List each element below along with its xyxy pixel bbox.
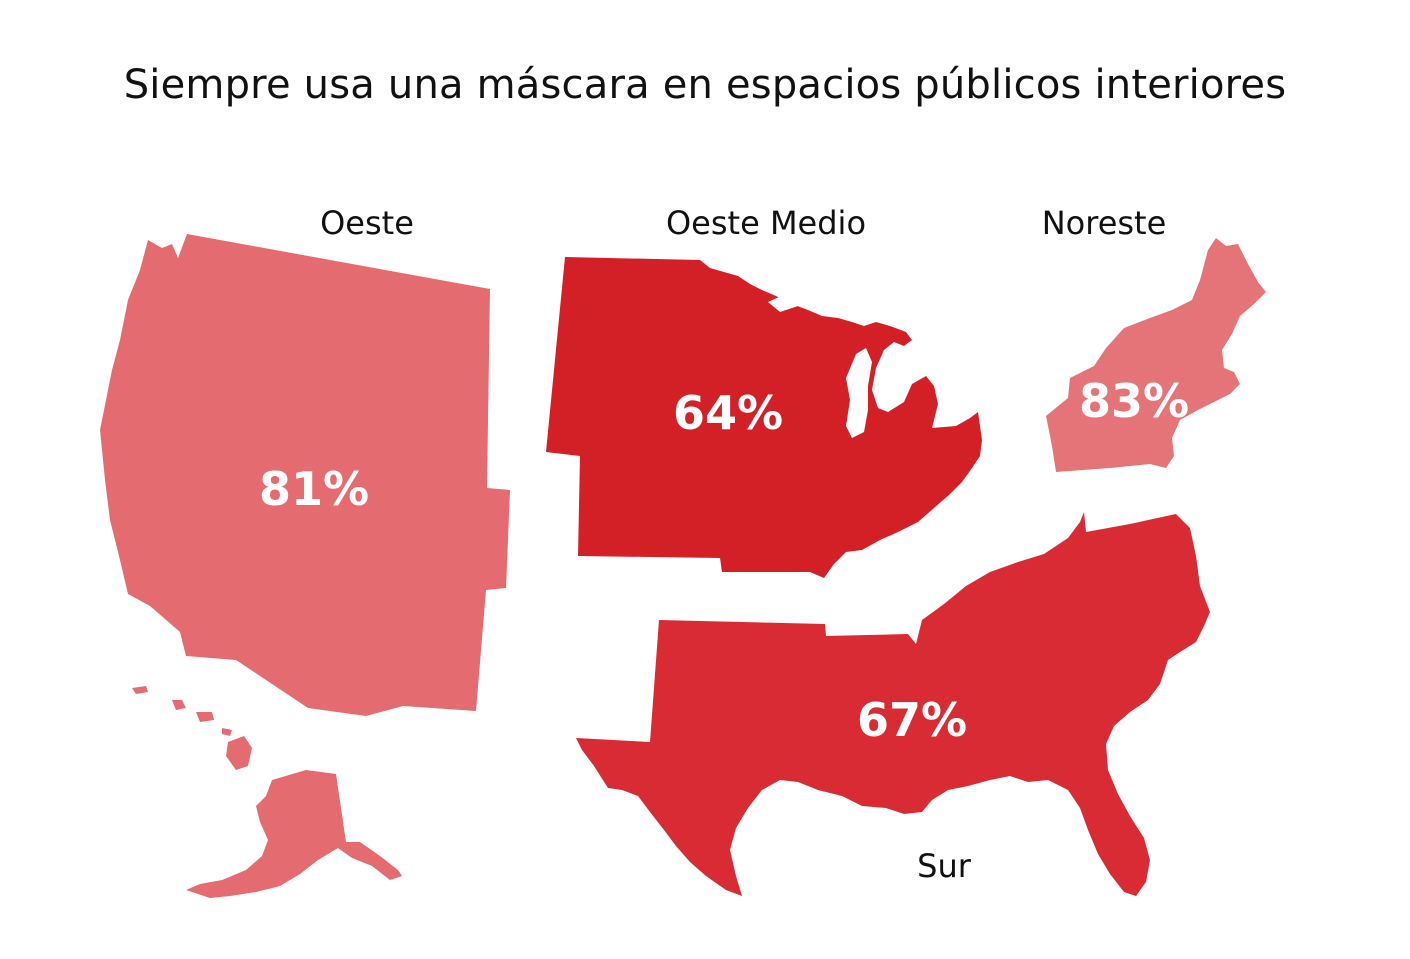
lake-michigan-shape xyxy=(846,348,872,438)
region-northeast: Noreste 83% xyxy=(1042,204,1266,472)
northeast-value: 83% xyxy=(1079,374,1189,428)
midwest-value: 64% xyxy=(673,386,783,440)
south-label: Sur xyxy=(917,847,972,885)
south-shape xyxy=(576,512,1210,896)
region-south: Sur 67% xyxy=(576,512,1210,896)
west-label: Oeste xyxy=(320,204,414,242)
alaska-shape xyxy=(186,770,402,898)
west-mainland-shape xyxy=(100,234,510,716)
hawaii-shape xyxy=(132,686,252,770)
lake-superior-shape xyxy=(768,286,832,312)
south-value: 67% xyxy=(857,693,967,747)
west-value: 81% xyxy=(259,462,369,516)
region-midwest: Oeste Medio 64% xyxy=(546,204,982,578)
page-title: Siempre usa una máscara en espacios públ… xyxy=(123,62,1287,108)
northeast-shape xyxy=(1046,238,1266,472)
midwest-label: Oeste Medio xyxy=(666,204,866,242)
midwest-shape xyxy=(546,257,982,578)
northeast-label: Noreste xyxy=(1042,204,1167,242)
region-west: Oeste 81% xyxy=(100,204,510,898)
